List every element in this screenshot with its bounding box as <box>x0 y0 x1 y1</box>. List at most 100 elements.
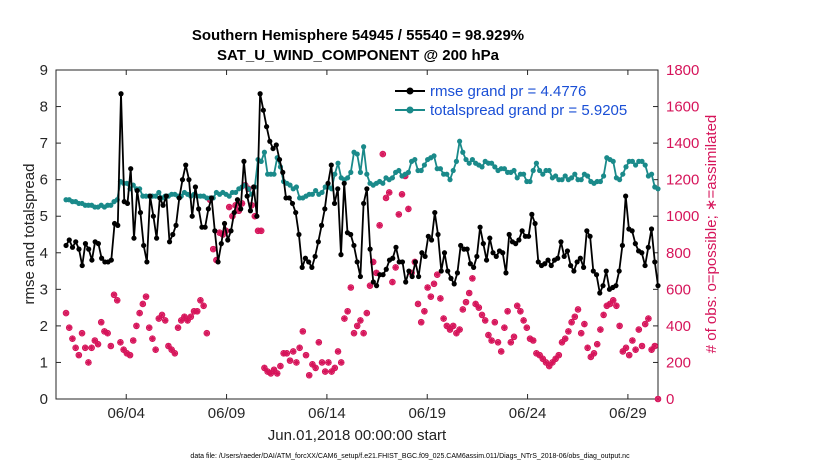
obs-assimilated-point <box>591 350 598 357</box>
y-left-tick-label: 4 <box>40 245 48 262</box>
rmse-point <box>86 246 92 252</box>
spread-point <box>620 171 626 177</box>
y-left-tick-label: 5 <box>40 208 48 225</box>
rmse-point <box>367 246 373 252</box>
spread-point <box>521 171 527 177</box>
obs-assimilated-point <box>610 297 617 304</box>
y-right-tick-label: 0 <box>666 391 674 408</box>
obs-assimilated-point <box>72 344 79 351</box>
rmse-point <box>506 231 512 238</box>
obs-assimilated-point <box>104 330 111 337</box>
rmse-point <box>616 268 622 274</box>
spread-point <box>396 167 402 174</box>
obs-assimilated-point <box>351 330 358 337</box>
rmse-point <box>422 253 428 260</box>
rmse-point <box>212 228 218 234</box>
rmse-point <box>471 264 477 270</box>
obs-assimilated-point <box>162 317 169 324</box>
obs-assimilated-point <box>485 332 492 339</box>
rmse-point <box>545 257 551 263</box>
rmse-point <box>141 242 147 249</box>
obs-assimilated-point <box>594 341 601 348</box>
obs-assimilated-point <box>623 344 630 351</box>
y-right-tick-label: 800 <box>666 245 691 262</box>
spread-point <box>585 173 591 179</box>
spread-point <box>444 171 450 177</box>
rmse-point <box>655 283 661 289</box>
rmse-point <box>568 262 574 269</box>
rmse-point <box>603 268 609 274</box>
rmse-point <box>380 272 386 278</box>
rmse-point <box>548 262 554 269</box>
spread-point <box>258 158 264 164</box>
rmse-point <box>574 259 580 265</box>
rmse-point <box>348 231 354 238</box>
obs-assimilated-point <box>546 363 553 370</box>
rmse-point <box>474 253 480 260</box>
obs-assimilated-point <box>491 319 498 326</box>
spread-point <box>633 162 639 168</box>
rmse-point <box>564 248 571 254</box>
rmse-point <box>613 283 619 289</box>
rmse-point <box>228 228 234 234</box>
spread-point <box>460 149 466 155</box>
rmse-point <box>483 257 490 263</box>
obs-assimilated-point <box>466 289 473 296</box>
obs-assimilated-point <box>399 191 406 198</box>
rmse-point <box>128 166 134 172</box>
rmse-point <box>406 268 412 274</box>
obs-assimilated-point <box>363 310 370 317</box>
chart-title: Southern Hemisphere 54945 / 55540 = 98.9… <box>192 27 524 44</box>
obs-assimilated-point <box>495 339 502 346</box>
spread-point <box>309 191 316 197</box>
obs-assimilated-point <box>632 346 639 353</box>
obs-assimilated-point <box>203 330 210 337</box>
rmse-line <box>65 92 659 294</box>
rmse-point <box>428 237 435 243</box>
rmse-point <box>555 255 561 261</box>
obs-assimilated-point <box>555 352 562 359</box>
spread-point <box>405 169 412 175</box>
obs-assimilated-point <box>507 339 514 346</box>
obs-assimilated-point <box>421 308 428 315</box>
obs-assimilated-point <box>152 346 159 353</box>
obs-assimilated-point <box>111 291 118 298</box>
rmse-point <box>451 281 457 287</box>
spread-point <box>332 171 338 177</box>
rmse-point <box>590 268 596 274</box>
obs-assimilated-point <box>367 282 374 289</box>
obs-assimilated-point <box>287 357 294 364</box>
obs-assimilated-point <box>571 313 578 320</box>
obs-assimilated-point <box>504 308 511 315</box>
obs-assimilated-point <box>200 302 207 309</box>
obs-assimilated-point <box>395 211 402 218</box>
rmse-point <box>648 226 655 232</box>
rmse-point <box>309 264 315 270</box>
plot-area <box>55 69 659 400</box>
y-axis-right: 0 200 400 600 800 1000 1200 1400 1600 1800 <box>653 62 699 408</box>
obs-assimilated-point <box>258 227 265 234</box>
obs-assimilated-point <box>655 396 661 402</box>
rmse-point <box>354 259 360 265</box>
spread-point <box>108 202 114 208</box>
spread-point <box>466 160 472 166</box>
rmse-point <box>280 169 286 175</box>
spread-point <box>421 162 428 168</box>
rmse-point <box>490 250 496 256</box>
rmse-point <box>118 91 124 97</box>
rmse-point <box>192 184 199 190</box>
rmse-point <box>63 242 69 249</box>
obs-assimilated-point <box>341 315 348 322</box>
rmse-point <box>170 231 176 238</box>
rmse-point <box>76 246 82 252</box>
obs-assimilated-point <box>427 293 434 300</box>
spread-point <box>511 167 517 174</box>
rmse-point <box>241 158 247 164</box>
spread-point <box>514 175 520 181</box>
x-tick-label: 06/14 <box>308 405 346 422</box>
spread-point <box>649 171 655 177</box>
spread-point <box>537 167 543 174</box>
obs-assimilated-point <box>424 284 431 291</box>
rmse-point <box>154 235 160 241</box>
x-tick-label: 06/04 <box>107 405 145 422</box>
